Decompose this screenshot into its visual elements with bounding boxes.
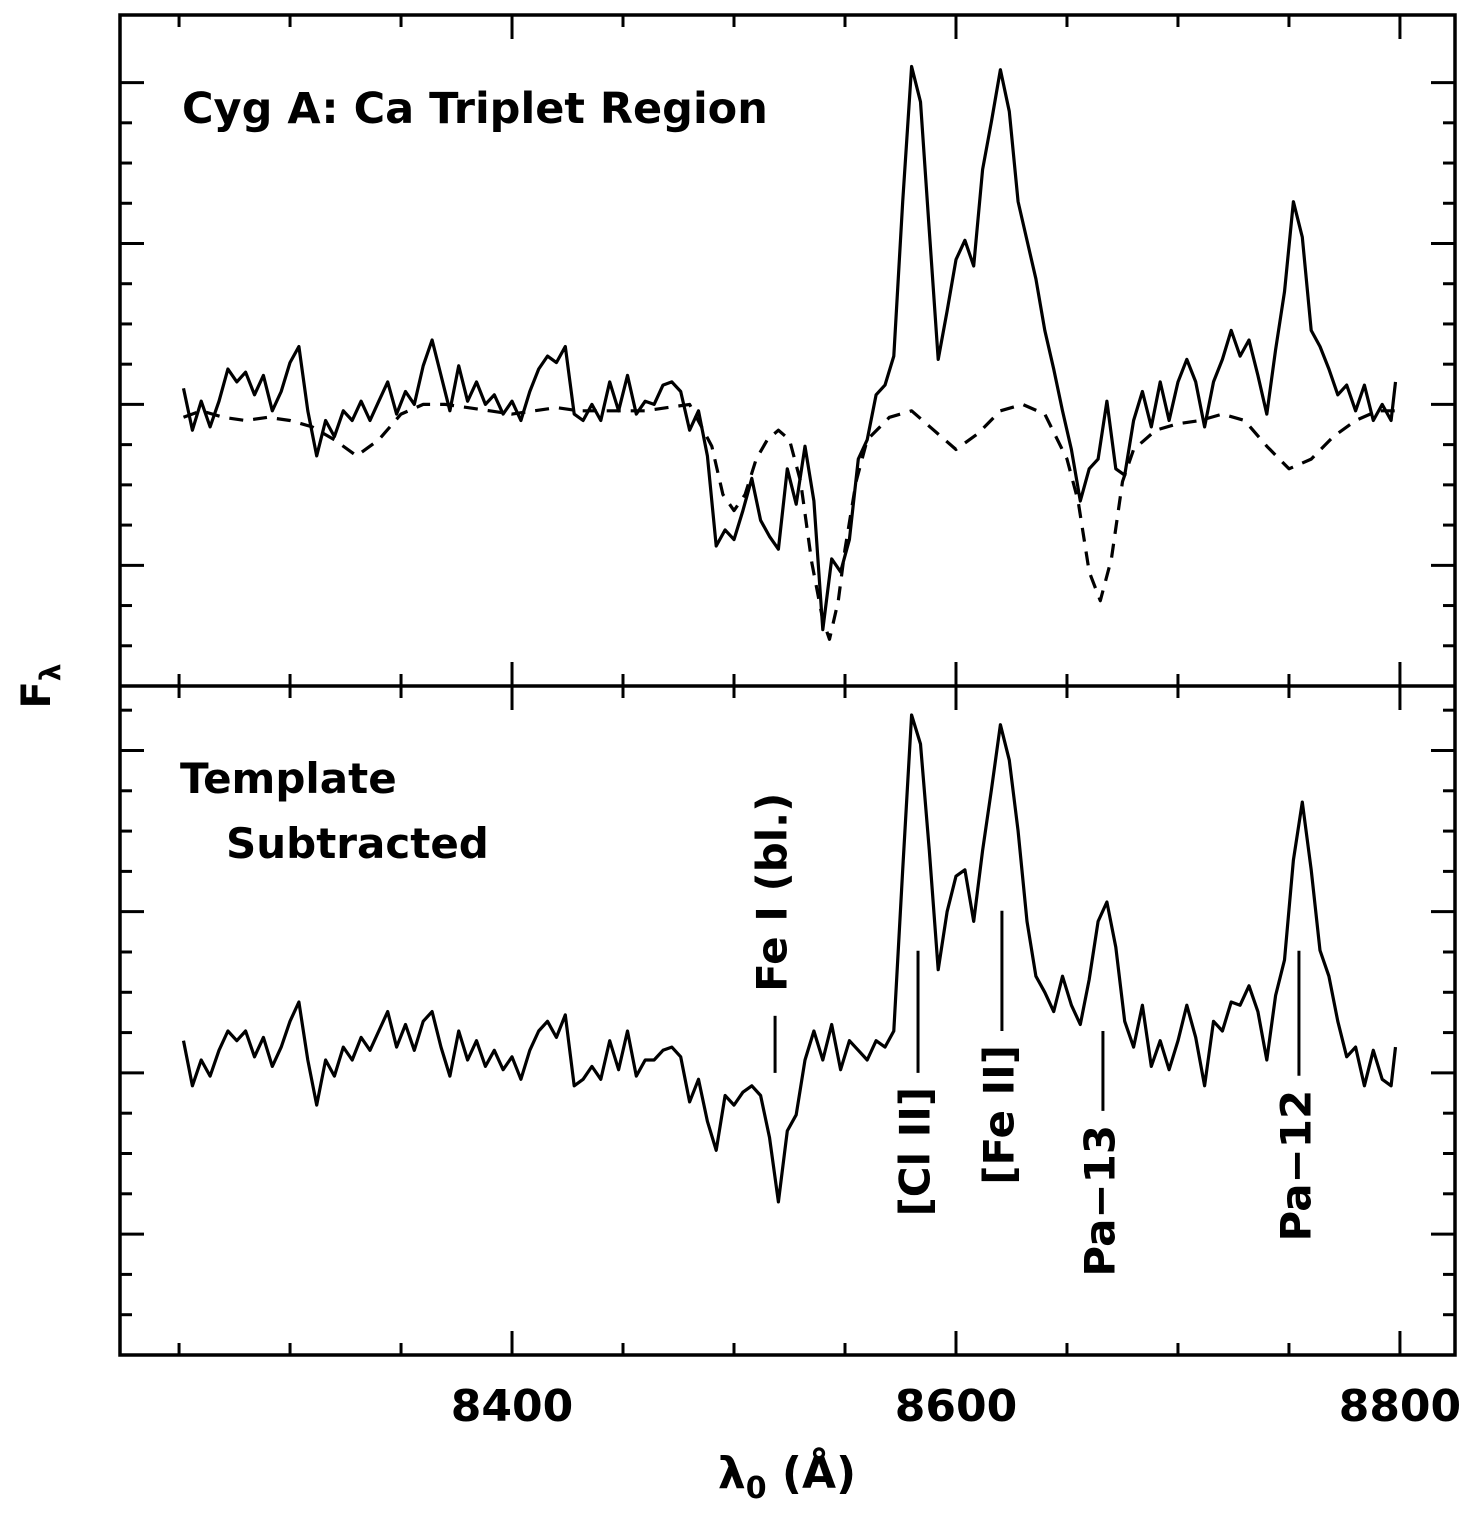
x-axis-label: λ0 (Å) — [718, 1446, 856, 1506]
panel-title: Subtracted — [226, 819, 489, 868]
template-line — [182, 402, 1400, 641]
annotation-label: Pa−12 — [1271, 1090, 1320, 1242]
y-axis-label: Fλ — [14, 663, 67, 708]
annotation-label: Fe I (bl.) — [748, 793, 797, 992]
x-axis-label-rest: (Å) — [767, 1446, 857, 1499]
x-tick-label: 8400 — [451, 1381, 573, 1432]
panel-title: Template — [180, 754, 397, 803]
spectrum-line — [181, 64, 1398, 632]
annotation-label: [Cl II] — [891, 1087, 940, 1217]
x-axis-label-subscript: 0 — [746, 1471, 767, 1506]
spectrum-line — [181, 713, 1398, 1204]
panel-title: Cyg A: Ca Triplet Region — [182, 84, 768, 134]
x-tick-label: 8800 — [1339, 1381, 1461, 1432]
annotation-label: Pa−13 — [1075, 1125, 1124, 1277]
x-axis-label-text: λ — [718, 1448, 746, 1499]
annotation-label: [Fe II] — [974, 1045, 1023, 1185]
y-axis-label-subscript: λ — [34, 663, 67, 681]
y-axis-label-text: F — [14, 681, 60, 708]
x-tick-label: 8600 — [895, 1381, 1017, 1432]
